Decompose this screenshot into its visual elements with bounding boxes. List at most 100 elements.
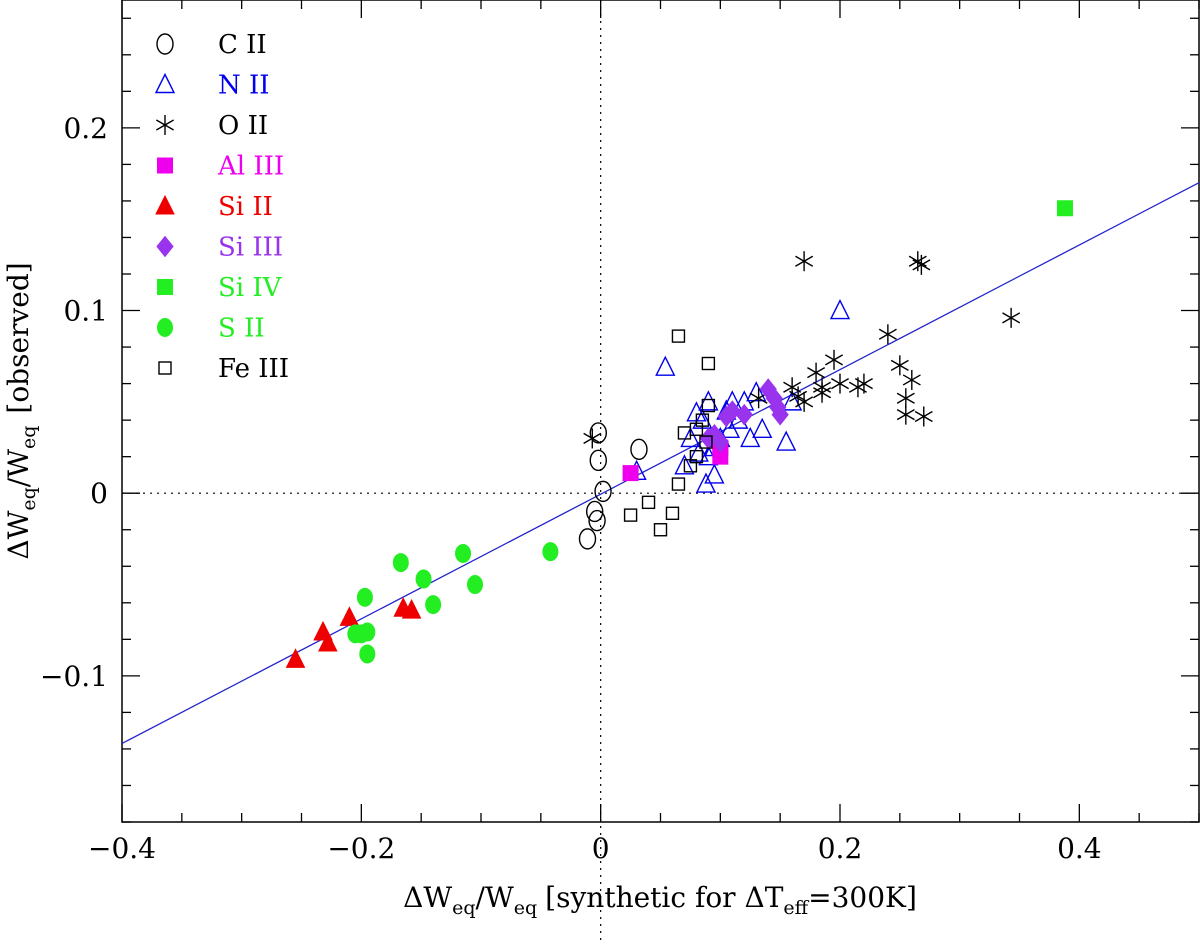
point-o-ii — [1002, 307, 1021, 328]
point-o-ii — [890, 355, 909, 376]
point-fe-iii — [671, 477, 686, 491]
point-si-iv — [1056, 200, 1073, 217]
point-c-ii — [585, 500, 604, 523]
x-label-sub3: eff — [783, 897, 809, 919]
point-o-ii — [878, 324, 897, 345]
point-n-ii — [829, 298, 851, 320]
y-label-sub1: eq — [18, 487, 40, 510]
y-label-mid: /W — [2, 449, 35, 487]
point-c-ii — [630, 438, 648, 461]
legend-marker-o-ii — [155, 115, 175, 135]
tick-labels: −0.4 −0.2 0 0.2 0.4 −0.1 0 0.1 0.2 — [40, 112, 1102, 865]
y-tick-label: −0.1 — [40, 660, 108, 693]
point-o-ii — [830, 373, 850, 394]
x-label-bracket: [synthetic for ΔT — [545, 881, 784, 914]
point-fe-iii — [623, 508, 638, 522]
y-axis-label: ΔWeq/Weq[observed] — [2, 262, 40, 559]
point-n-ii — [752, 417, 773, 438]
x-label-sub1: eq — [452, 897, 475, 919]
legend-label-si-iv: Si IV — [218, 273, 283, 303]
point-o-ii — [807, 362, 826, 383]
legend-marker-si-ii — [155, 194, 175, 215]
legend-label-s-ii: S II — [218, 314, 265, 344]
point-n-ii — [655, 355, 676, 376]
point-fe-iii — [701, 356, 716, 371]
point-c-ii — [594, 480, 612, 503]
legend-label-si-ii: Si II — [218, 192, 273, 222]
point-n-ii — [776, 430, 797, 451]
point-fe-iii — [671, 329, 686, 343]
plot-frame — [121, 0, 1200, 823]
point-fe-iii — [683, 459, 698, 473]
point-si-ii — [285, 648, 306, 668]
point-n-ii — [746, 381, 767, 402]
point-n-ii — [698, 390, 719, 411]
point-n-ii — [674, 454, 695, 475]
point-s-ii — [425, 595, 442, 615]
x-label-mid: /W — [476, 881, 514, 914]
point-si-iii — [735, 403, 753, 426]
legend-label-si-iii: Si III — [218, 233, 283, 263]
point-s-ii — [415, 569, 432, 589]
point-fe-iii — [665, 506, 680, 520]
point-al-iii — [622, 465, 639, 482]
point-fe-iii — [641, 495, 656, 510]
point-s-ii — [356, 587, 373, 607]
x-tick-label: −0.4 — [88, 832, 156, 865]
legend-marker-si-iii — [156, 235, 174, 258]
legend-marker-si-iv — [157, 279, 173, 295]
point-si-iii — [771, 403, 789, 426]
legend-label-c-ii: C II — [218, 30, 267, 60]
point-c-ii — [589, 422, 607, 444]
point-n-ii — [704, 463, 725, 484]
legend-marker-al-iii — [157, 157, 173, 174]
point-o-ii — [912, 254, 931, 275]
point-n-ii — [782, 390, 803, 411]
point-s-ii — [455, 543, 472, 563]
point-si-ii — [401, 598, 422, 619]
point-o-ii — [795, 251, 814, 272]
point-c-ii — [588, 509, 606, 532]
legend-marker-s-ii — [157, 318, 173, 337]
legend-marker-c-ii — [156, 33, 174, 55]
point-si-iii — [711, 431, 729, 453]
y-tick-label: 0.2 — [63, 112, 108, 145]
point-c-ii — [578, 528, 597, 550]
point-s-ii — [359, 644, 376, 664]
point-s-ii — [347, 624, 364, 644]
y-label-tail: [observed] — [2, 262, 35, 413]
y-tick-label: 0.1 — [63, 295, 108, 328]
x-tick-label: 0.4 — [1057, 832, 1102, 865]
point-fe-iii — [699, 435, 713, 449]
fit-line — [121, 182, 1200, 745]
point-s-ii — [542, 542, 559, 562]
point-o-ii — [902, 369, 921, 390]
y-label-sub2: eq — [18, 426, 40, 449]
point-n-ii — [719, 417, 741, 438]
point-o-ii — [908, 251, 927, 272]
x-tick-label: 0 — [592, 832, 610, 865]
x-axis-label: ΔWeq/Weq [synthetic for ΔTeff=300K] — [403, 881, 917, 919]
point-o-ii — [854, 373, 873, 394]
point-n-ii — [688, 441, 709, 462]
point-n-ii — [695, 472, 717, 493]
point-si-iii — [723, 400, 741, 422]
point-fe-iii — [701, 398, 716, 413]
legend-label-fe-iii: Fe III — [218, 354, 289, 384]
y-tick-label: 0 — [90, 477, 108, 510]
legend: C II N II O II Al III Si II Si III Si IV S II Fe… — [154, 30, 289, 384]
point-o-ii — [783, 377, 802, 398]
point-fe-iii — [653, 523, 668, 537]
point-o-ii — [825, 349, 844, 370]
legend-label-o-ii: O II — [218, 111, 268, 141]
y-label-prefix: ΔW — [2, 510, 35, 559]
point-fe-iii — [695, 413, 710, 427]
legend-label-al-iii: Al III — [217, 152, 284, 182]
point-o-ii — [583, 428, 602, 449]
data-points — [285, 200, 1073, 668]
legend-marker-fe-iii — [158, 361, 172, 375]
point-o-ii — [795, 391, 814, 412]
point-si-ii — [318, 631, 338, 652]
x-label-tail: =300K] — [808, 881, 917, 914]
